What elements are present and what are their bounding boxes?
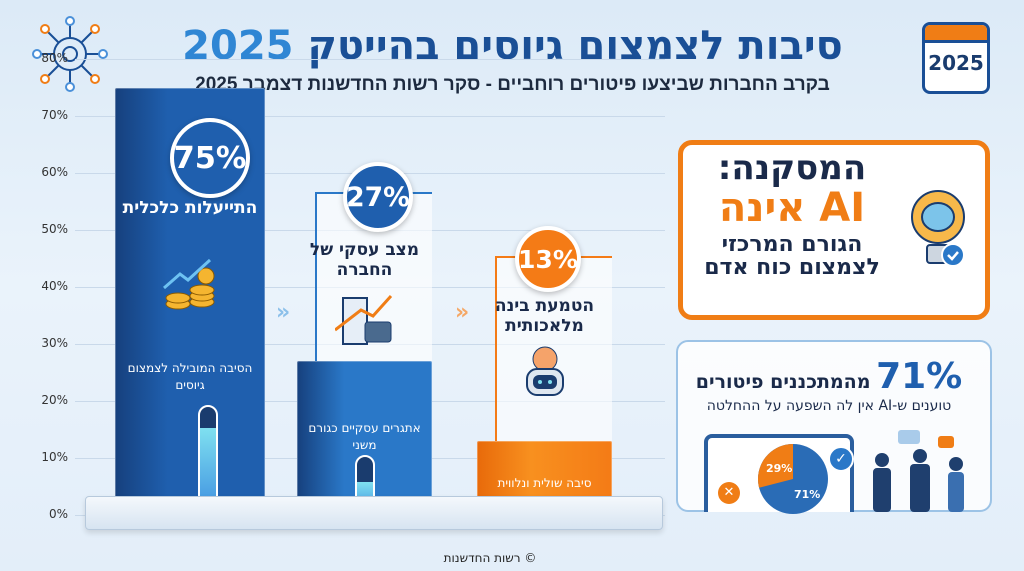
- y-tick-label: 0%: [48, 507, 68, 521]
- page-title: סיבות לצמצום גיוסים בהייטק 2025: [140, 22, 885, 70]
- category-label: הטמעת בינה מלאכותית: [494, 296, 595, 336]
- value-badge: 13%: [515, 226, 581, 292]
- lightbulb-brain-icon: [907, 181, 969, 281]
- stat-subtext: טוענים ש-AI אין לה השפעה על ההחלטה: [706, 398, 952, 414]
- y-tick-label: 10%: [41, 450, 68, 464]
- value-badge: 75%: [170, 118, 250, 198]
- footer-credit: © רשות החדשנות: [443, 551, 537, 565]
- ai-robot-icon: [515, 345, 575, 405]
- y-tick-label: 40%: [41, 279, 68, 293]
- clipboard-pie-illustration: 29% 71% ✕: [704, 434, 854, 514]
- y-tick-label: 80%: [41, 51, 68, 65]
- stat-value: 71%: [876, 356, 963, 397]
- bar-gauge: [198, 405, 218, 515]
- finance-growth-icon: [160, 258, 220, 314]
- y-tick-label: 60%: [41, 165, 68, 179]
- bar-caption: אתגרים עסקיים כגורם משני: [308, 421, 421, 452]
- category-label: מצב עסקי של החברה: [309, 240, 420, 280]
- gridline: [75, 116, 665, 117]
- y-tick-label: 20%: [41, 393, 68, 407]
- title-text: סיבות לצמצום גיוסים בהייטק: [307, 23, 843, 69]
- office-building-icon: [333, 290, 395, 346]
- team-discussion-illustration: [868, 430, 978, 512]
- network-gear-icon: [32, 16, 108, 92]
- pie-label-71: 71%: [794, 488, 821, 501]
- chart-base-platform: [85, 496, 663, 530]
- bar-caption: הסיבה המובילה לצמצום גיוסים: [127, 361, 253, 392]
- stat-headline: מהמתכננים פיטורים: [695, 371, 871, 393]
- value-badge: 27%: [343, 162, 413, 232]
- stat-panel: 71% מהמתכננים פיטורים טוענים ש-AI אין לה…: [676, 340, 992, 514]
- pie-slice-29: [758, 444, 793, 488]
- x-mark-icon: ✕: [718, 482, 740, 504]
- check-badge-icon: ✓: [828, 446, 854, 472]
- title-year: 2025: [182, 23, 294, 69]
- y-tick-label: 30%: [41, 336, 68, 350]
- conclusion-line2: AI אינה: [718, 184, 866, 231]
- conclusion-callout: המסקנה: AI אינה הגורם המרכזי לצמצום כוח …: [678, 140, 990, 320]
- gridline: [75, 59, 665, 60]
- calendar-icon: 2025: [922, 22, 990, 94]
- y-tick-label: 70%: [41, 108, 68, 122]
- chevron-right-icon: »: [455, 300, 470, 325]
- gauge-fill: [200, 428, 216, 513]
- bar-caption: סיבה שולית ונלווית: [497, 476, 592, 490]
- pie-chart: [758, 444, 828, 514]
- conclusion-line3: הגורם המרכזי: [721, 231, 863, 257]
- y-tick-label: 50%: [41, 222, 68, 236]
- chevron-right-icon: »: [276, 300, 291, 325]
- pie-label-29: 29%: [766, 462, 793, 475]
- conclusion-line4: לצמצום כוח אדם: [704, 254, 880, 280]
- category-label: התייעלות כלכלית: [122, 198, 258, 218]
- calendar-year: 2025: [928, 51, 984, 75]
- conclusion-line1: המסקנה:: [717, 148, 867, 188]
